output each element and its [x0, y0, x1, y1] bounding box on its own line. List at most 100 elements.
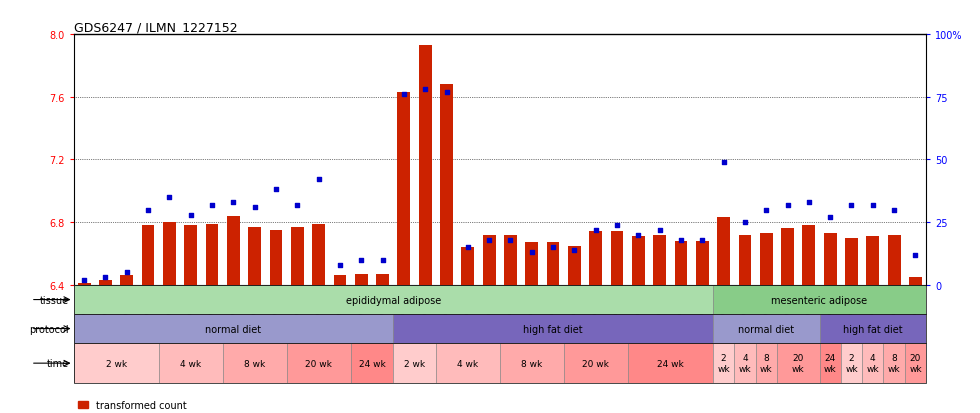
Point [545, 244, 561, 251]
Text: 2 wk: 2 wk [106, 359, 126, 368]
Point [844, 202, 859, 208]
Text: time: time [46, 358, 69, 368]
Text: 8 wk: 8 wk [521, 359, 542, 368]
Point [225, 199, 241, 206]
Bar [627, 344, 712, 383]
Bar [568, 246, 581, 285]
Bar [884, 344, 905, 383]
Point [119, 269, 134, 276]
Bar [909, 277, 922, 285]
Point [183, 212, 199, 218]
Bar [74, 315, 393, 343]
Text: 4 wk: 4 wk [180, 359, 201, 368]
Bar [355, 274, 368, 285]
Point [630, 232, 646, 238]
Text: high fat diet: high fat diet [843, 324, 903, 334]
Bar [777, 344, 819, 383]
Point [780, 202, 796, 208]
Point [588, 227, 604, 233]
Bar [159, 344, 222, 383]
Bar [77, 283, 90, 285]
Bar [734, 344, 756, 383]
Bar [712, 315, 819, 343]
Point [311, 177, 326, 183]
Bar [393, 344, 436, 383]
Bar [803, 225, 815, 285]
Point [162, 194, 177, 201]
Bar [313, 224, 325, 285]
Text: high fat diet: high fat diet [523, 324, 583, 334]
Text: normal diet: normal diet [205, 324, 262, 334]
Point [354, 257, 369, 263]
Bar [398, 93, 411, 285]
Bar [525, 243, 538, 285]
Point [247, 204, 263, 211]
Bar [504, 235, 516, 285]
Text: 20 wk: 20 wk [305, 359, 332, 368]
Bar [696, 241, 709, 285]
Point [460, 244, 475, 251]
Bar [611, 232, 623, 285]
Bar [547, 243, 560, 285]
Bar [222, 344, 286, 383]
Bar [845, 238, 858, 285]
Text: 4 wk: 4 wk [458, 359, 478, 368]
Bar [74, 344, 159, 383]
Text: 8
wk: 8 wk [888, 354, 901, 373]
Bar [500, 344, 564, 383]
Point [76, 277, 92, 283]
Text: protocol: protocol [29, 324, 69, 334]
Bar [632, 237, 645, 285]
Bar [142, 225, 155, 285]
Bar [866, 237, 879, 285]
Point [737, 219, 753, 226]
Bar [351, 344, 393, 383]
Text: epididymal adipose: epididymal adipose [346, 295, 441, 305]
Point [204, 202, 220, 208]
Bar [376, 274, 389, 285]
Bar [589, 232, 602, 285]
Bar [184, 225, 197, 285]
Point [886, 206, 902, 213]
Text: 24 wk: 24 wk [359, 359, 385, 368]
Point [715, 159, 731, 166]
Bar [739, 235, 752, 285]
Bar [121, 275, 133, 285]
Bar [905, 344, 926, 383]
Point [759, 206, 774, 213]
Point [524, 249, 540, 256]
Point [610, 222, 625, 228]
Bar [74, 286, 712, 314]
Text: 8 wk: 8 wk [244, 359, 266, 368]
Point [269, 187, 284, 193]
Text: 4
wk: 4 wk [866, 354, 879, 373]
Text: 2
wk: 2 wk [717, 354, 730, 373]
Bar [841, 344, 862, 383]
Bar [436, 344, 500, 383]
Text: 8
wk: 8 wk [760, 354, 772, 373]
Point [289, 202, 305, 208]
Text: 20 wk: 20 wk [582, 359, 610, 368]
Legend: transformed count, percentile rank within the sample: transformed count, percentile rank withi… [78, 400, 261, 413]
Text: 24 wk: 24 wk [657, 359, 684, 368]
Bar [440, 85, 453, 285]
Point [652, 227, 667, 233]
Bar [483, 235, 496, 285]
Point [374, 257, 390, 263]
Bar [333, 275, 346, 285]
Point [439, 89, 455, 96]
Bar [270, 230, 282, 285]
Bar [756, 344, 777, 383]
Bar [717, 218, 730, 285]
Point [417, 87, 433, 93]
Point [801, 199, 816, 206]
Text: 4
wk: 4 wk [739, 354, 752, 373]
Bar [674, 241, 687, 285]
Point [503, 237, 518, 243]
Bar [393, 315, 712, 343]
Point [332, 262, 348, 268]
Point [822, 214, 838, 221]
Text: 20
wk: 20 wk [909, 354, 922, 373]
Text: tissue: tissue [39, 295, 69, 305]
Point [695, 237, 710, 243]
